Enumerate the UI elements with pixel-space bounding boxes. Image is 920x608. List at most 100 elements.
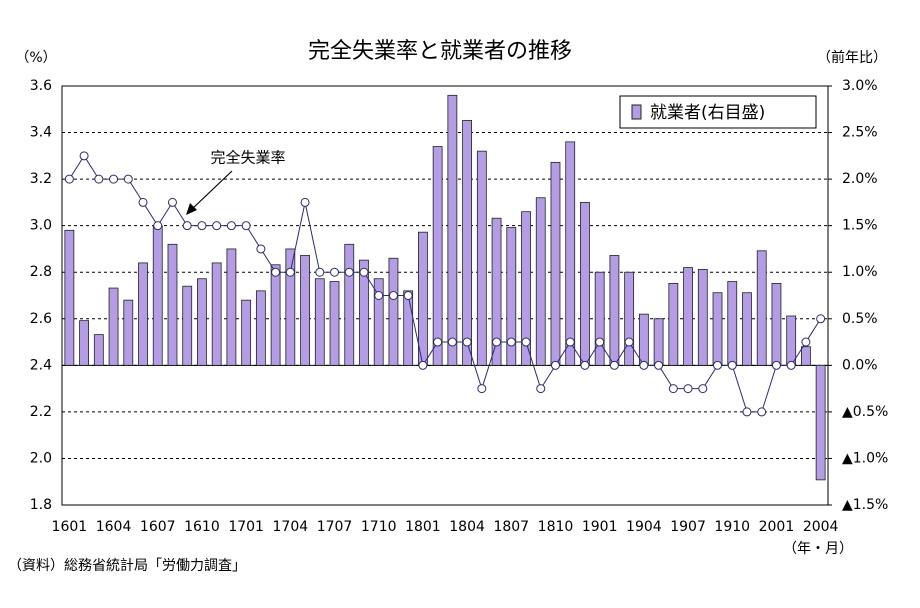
source: （資料）総務省統計局「労働力調査」 bbox=[8, 558, 246, 574]
bar bbox=[226, 248, 237, 366]
line-marker bbox=[315, 267, 325, 277]
bar bbox=[167, 243, 178, 366]
line-marker bbox=[182, 221, 192, 231]
bar bbox=[373, 278, 384, 366]
line-marker bbox=[241, 221, 251, 231]
bar bbox=[476, 150, 487, 366]
bar bbox=[152, 225, 163, 366]
x-tick-label: 1607 bbox=[140, 519, 176, 535]
y-tick-label: 2.0 bbox=[30, 450, 52, 466]
x-tick-label: 1810 bbox=[538, 519, 574, 535]
line-marker bbox=[624, 337, 634, 347]
legend-swatch bbox=[631, 104, 642, 120]
annotation-arrowhead bbox=[186, 203, 197, 215]
line-marker bbox=[698, 384, 708, 394]
line-marker bbox=[477, 384, 487, 394]
y2-tick-label: 0.5% bbox=[842, 311, 878, 327]
line bbox=[68, 154, 822, 413]
line-marker bbox=[109, 174, 119, 184]
annotation-arrow bbox=[190, 170, 233, 211]
line-marker bbox=[683, 384, 693, 394]
y-tick-label: 2.6 bbox=[30, 311, 52, 327]
line-marker bbox=[285, 267, 295, 277]
line-marker bbox=[816, 314, 826, 324]
x-tick-label: 1707 bbox=[317, 519, 353, 535]
line-marker bbox=[462, 337, 472, 347]
line-marker bbox=[153, 221, 163, 231]
bar bbox=[285, 248, 296, 366]
line-marker bbox=[64, 174, 74, 184]
x-tick-label: 1710 bbox=[361, 519, 397, 535]
y-tick-label: 3.4 bbox=[30, 125, 52, 141]
bar bbox=[403, 290, 414, 366]
line-marker bbox=[771, 360, 781, 370]
bar bbox=[138, 262, 148, 366]
line-marker bbox=[79, 151, 89, 161]
chart-title: 完全失業率と就業者の推移 bbox=[308, 39, 572, 64]
bar bbox=[359, 259, 369, 366]
line-marker bbox=[786, 360, 796, 370]
line-marker bbox=[197, 221, 207, 231]
y-tick-label: 1.8 bbox=[30, 497, 52, 513]
annotation: 完全失業率 bbox=[210, 149, 285, 167]
line-marker bbox=[713, 360, 723, 370]
line-marker bbox=[447, 337, 457, 347]
bar bbox=[491, 217, 502, 366]
line-marker bbox=[167, 197, 177, 207]
bar bbox=[521, 211, 531, 366]
bar bbox=[197, 278, 207, 366]
y-tick-label: 3.6 bbox=[30, 78, 52, 94]
bar bbox=[255, 290, 266, 366]
bar bbox=[771, 282, 782, 366]
x-tick-label: 1807 bbox=[493, 519, 529, 535]
line-marker bbox=[550, 360, 560, 370]
line-marker bbox=[374, 291, 384, 300]
bar bbox=[786, 315, 797, 366]
x-tick-label: 1907 bbox=[670, 519, 706, 535]
bar bbox=[432, 146, 443, 366]
line-marker bbox=[757, 407, 767, 417]
bar bbox=[241, 299, 252, 366]
line-marker bbox=[359, 267, 369, 277]
y2-tick-label: ▲0.5% bbox=[842, 404, 888, 420]
line-marker bbox=[433, 337, 443, 347]
y-tick-label: 3.0 bbox=[30, 218, 52, 234]
y2-unit-label: （前年比） bbox=[817, 49, 887, 66]
bar bbox=[79, 320, 89, 366]
x-tick-label: 1610 bbox=[184, 519, 220, 535]
bar bbox=[580, 201, 590, 366]
line-marker bbox=[403, 291, 413, 300]
x-tick-label: 2001 bbox=[759, 519, 795, 535]
line-marker bbox=[727, 360, 737, 370]
x-unit-label: （年・月） bbox=[783, 541, 853, 557]
bar bbox=[697, 269, 708, 366]
bar bbox=[609, 255, 620, 366]
bar bbox=[64, 229, 75, 366]
line-marker bbox=[256, 244, 266, 254]
y2-tick-label: ▲1.0% bbox=[842, 450, 888, 466]
line-marker bbox=[300, 197, 310, 207]
bar bbox=[211, 262, 222, 366]
bar bbox=[653, 318, 664, 366]
y-tick-label: 3.2 bbox=[30, 171, 52, 187]
x-tick-label: 1801 bbox=[405, 519, 441, 535]
bar bbox=[742, 292, 752, 366]
line-marker bbox=[668, 384, 678, 394]
line-marker bbox=[580, 360, 590, 370]
line-marker bbox=[492, 337, 502, 347]
y-tick-label: 2.4 bbox=[30, 357, 52, 373]
x-tick-label: 1804 bbox=[449, 519, 485, 535]
y-tick-label: 2.8 bbox=[30, 264, 52, 280]
bar bbox=[683, 267, 693, 366]
bar bbox=[182, 285, 193, 366]
bar bbox=[388, 257, 399, 366]
line-marker bbox=[344, 267, 354, 277]
bar bbox=[93, 334, 104, 366]
legend-label: 就業者(右目盛) bbox=[650, 103, 765, 123]
plot-frame bbox=[61, 85, 829, 506]
line-marker bbox=[521, 337, 531, 347]
line-marker bbox=[801, 337, 811, 347]
line-marker bbox=[506, 337, 516, 347]
bar bbox=[344, 243, 355, 366]
y2-tick-label: 1.0% bbox=[842, 264, 878, 280]
